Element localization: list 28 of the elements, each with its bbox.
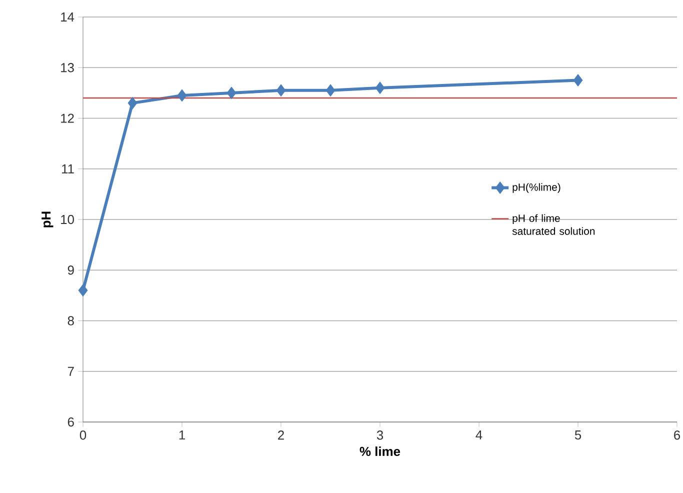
point (375, 82, 385, 94)
x-tick-label: 3 (376, 430, 384, 440)
x-axis-title: % lime (360, 446, 400, 456)
point (276, 84, 286, 97)
x-tick-label: 2 (278, 430, 284, 440)
point (78, 284, 88, 297)
y-tick-label: 7 (68, 366, 74, 376)
y-tick-label: 10 (61, 214, 74, 224)
legend-label: pH(%lime) (512, 183, 560, 193)
y-axis-title: pH (42, 212, 54, 228)
y-tick-label: 9 (68, 266, 74, 275)
y-tick-label: 11 (62, 164, 74, 174)
point (128, 96, 138, 110)
y-tick-label: 8 (68, 316, 74, 326)
x-tick-label: 4 (476, 430, 482, 440)
x-tick-label: 1 (179, 430, 185, 440)
x-tick-label: 6 (674, 430, 680, 440)
legend-label: pH of lime saturated solution (512, 214, 595, 235)
x-tick-label: 0 (80, 430, 86, 440)
point (326, 84, 336, 97)
y-tick-label: 13 (61, 63, 74, 72)
point (177, 89, 187, 102)
y-tick-label: 12 (61, 114, 74, 123)
y-tick-label: 6 (68, 417, 74, 427)
point (226, 86, 236, 100)
y-tick-label: 14 (61, 12, 74, 22)
x-tick-label: 5 (574, 430, 582, 440)
point (573, 74, 583, 87)
